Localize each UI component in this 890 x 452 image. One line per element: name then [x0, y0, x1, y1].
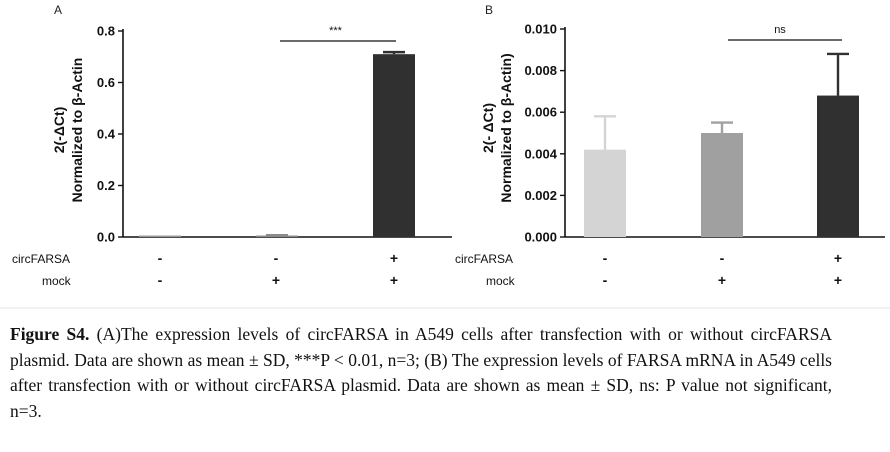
- chart-b-y-tick-label: 0.010: [524, 22, 557, 37]
- chart-b: 0.000 0.002 0.004 0.006 0.008 0.010 ns: [524, 22, 885, 245]
- panel-a-row1-sign: +: [390, 250, 398, 266]
- panel-a-row1-sign: -: [274, 250, 279, 266]
- chart-a-y-tick-label: 0.2: [97, 178, 115, 193]
- panel-a-ylabel-line1: 2(-ΔCt): [51, 107, 67, 154]
- panel-a-row2-sign: +: [272, 272, 280, 288]
- chart-b-bar: [584, 149, 626, 237]
- chart-b-y-tick-label: 0.002: [524, 188, 557, 203]
- panel-b-row1-sign: -: [603, 250, 608, 266]
- panel-b-circfarsa-label: circFARSA: [455, 252, 513, 266]
- panel-b-row2-sign: -: [603, 272, 608, 288]
- panel-a-row2-sign: -: [158, 272, 163, 288]
- panel-a-mock-label: mock: [42, 274, 72, 288]
- chart-a-y-tick-label: 0.0: [97, 230, 115, 245]
- panel-b-row2-sign: +: [718, 272, 726, 288]
- panel-a-circfarsa-label: circFARSA: [12, 252, 70, 266]
- panel-b-letter: B: [485, 3, 493, 17]
- chart-a-y-tick-label: 0.4: [97, 127, 116, 142]
- chart-b-significance-label: ns: [774, 24, 786, 36]
- chart-a-significance-label: ***: [329, 25, 343, 37]
- panel-b-mock-label: mock: [486, 274, 516, 288]
- panel-b-row1-sign: +: [834, 250, 842, 266]
- chart-b-y-tick-label: 0.004: [524, 146, 557, 161]
- panel-a-ylabel-line2: Normalized to β-Actin: [69, 58, 85, 203]
- figure-caption: Figure S4. (A)The expression levels of c…: [10, 322, 832, 424]
- panel-a-row1-sign: -: [158, 250, 163, 266]
- chart-b-y-tick-label: 0.000: [524, 230, 557, 245]
- panel-b-row1-sign: -: [720, 250, 725, 266]
- chart-b-y-tick-label: 0.008: [524, 63, 557, 78]
- chart-b-bar: [701, 133, 743, 237]
- panel-a-letter: A: [54, 3, 62, 17]
- panel-b-ylabel-line2: Normalized to β-Actin): [498, 53, 514, 202]
- panel-a-row2-sign: +: [390, 272, 398, 288]
- chart-a-y-tick-label: 0.6: [97, 75, 115, 90]
- chart-b-y-tick-label: 0.006: [524, 105, 557, 120]
- chart-a-bar: [139, 235, 181, 237]
- chart-a: 0.0 0.2 0.4 0.6 0.8 ***: [97, 24, 452, 245]
- caption-text: (A)The expression levels of circFARSA in…: [10, 324, 832, 421]
- chart-b-bar: [817, 95, 859, 237]
- chart-a-bar: [373, 54, 415, 237]
- caption-label: Figure S4.: [10, 324, 90, 344]
- panel-b-row2-sign: +: [834, 272, 842, 288]
- chart-a-y-tick-label: 0.8: [97, 24, 115, 39]
- panel-b-ylabel-line1: 2(- ΔCt): [480, 103, 496, 153]
